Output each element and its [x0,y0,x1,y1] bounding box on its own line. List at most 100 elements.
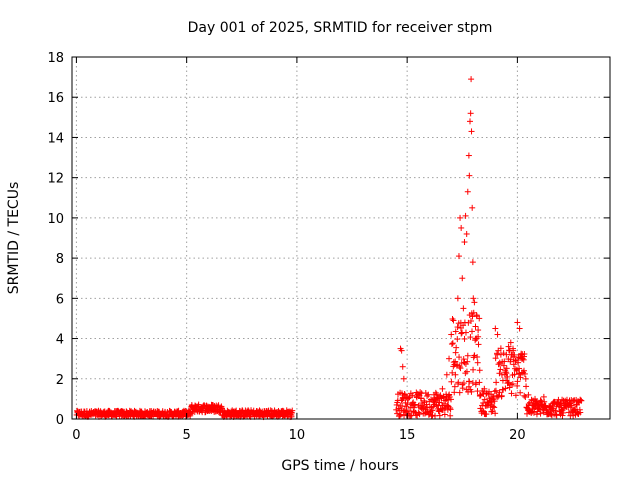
data-point [552,407,559,414]
data-point [454,324,461,331]
data-point [457,214,464,221]
data-point [459,385,466,392]
data-point [405,407,412,414]
tick-labels-layer: 0 2 4 6 8 10 12 14 16 18 0 5 10 15 20 [47,51,525,443]
data-point [402,409,409,416]
data-point [452,349,459,356]
data-point [471,299,478,306]
data-point [577,409,584,416]
points-layer [73,76,585,421]
data-point [490,403,497,410]
data-point [521,367,528,374]
data-point [475,327,482,334]
data-point [464,358,471,365]
data-point [450,317,457,324]
data-point [448,341,455,348]
data-point [508,390,515,397]
data-point [507,339,514,346]
data-point [503,351,510,358]
data-point [451,389,458,396]
data-point [470,366,477,373]
x-tick-label: 0 [72,428,80,443]
data-point [547,403,554,410]
data-point [289,407,296,414]
data-point [488,408,495,415]
data-point [491,388,498,395]
data-point [462,212,469,219]
ticks-layer [72,56,610,420]
data-point [448,331,455,338]
y-tick-label: 14 [47,131,64,146]
data-point [409,392,416,399]
data-point [504,373,511,380]
data-point [458,330,465,337]
data-point [457,365,464,372]
data-point [471,352,478,359]
data-point [432,389,439,396]
data-point [452,328,459,335]
data-point [468,128,475,135]
data-point [449,369,456,376]
data-point [514,319,521,326]
data-point [568,402,575,409]
data-point [491,404,498,411]
x-tick-label: 10 [289,428,306,443]
data-point [460,305,467,312]
x-tick-label: 20 [509,428,526,443]
data-point [474,353,481,360]
data-point [537,397,544,404]
data-point [521,370,528,377]
data-point [458,224,465,231]
data-point [449,315,456,322]
data-point [396,413,403,420]
data-point [496,359,503,366]
grid-layer [72,57,610,419]
data-point [507,356,514,363]
data-point [411,401,418,408]
data-point [497,351,504,358]
data-point [476,379,483,386]
data-point [468,388,475,395]
data-point [517,374,524,381]
data-point [506,384,513,391]
data-point [461,239,468,246]
x-tick-label: 5 [183,428,191,443]
data-point [503,365,510,372]
data-point [481,396,488,403]
data-point [511,351,518,358]
data-point [476,391,483,398]
data-point [452,371,459,378]
data-point [466,172,473,179]
data-point [435,395,442,402]
data-point [466,378,473,385]
data-point [459,275,466,282]
data-point [456,354,463,361]
data-point [424,393,431,400]
data-point [456,363,463,370]
y-tick-label: 2 [56,373,64,388]
data-point [516,325,523,332]
data-point [473,335,480,342]
data-point [492,325,499,332]
data-point [493,379,500,386]
data-point [452,358,459,365]
data-point [470,295,477,302]
y-axis-title: SRMTID / TECUs [6,182,22,295]
y-tick-label: 18 [47,51,64,66]
data-point [460,356,467,363]
data-point [518,355,525,362]
data-point [455,253,462,260]
data-point [405,395,412,402]
data-point [397,411,404,418]
data-point [498,371,505,378]
data-point [458,360,465,367]
data-point [553,412,560,419]
data-point [483,411,490,418]
data-point [436,412,443,419]
data-point [462,329,469,336]
data-point [460,380,467,387]
data-point [479,407,486,414]
data-point [512,392,519,399]
data-point [401,391,408,398]
data-point [476,367,483,374]
